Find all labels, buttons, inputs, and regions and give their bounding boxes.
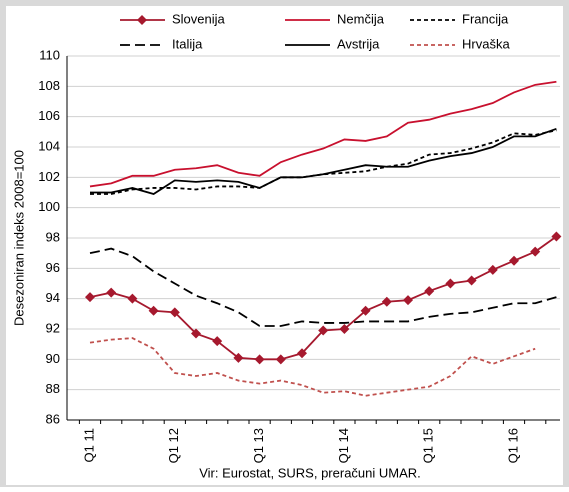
legend-label: Italija	[172, 36, 203, 51]
y-tick-label: 108	[38, 78, 60, 93]
marker	[339, 324, 350, 334]
marker	[85, 292, 95, 303]
y-tick-label: 98	[46, 229, 60, 244]
y-tick-label: 106	[38, 108, 60, 123]
legend-marker	[137, 15, 147, 25]
y-tick-label: 96	[46, 260, 60, 275]
y-tick-label: 86	[46, 411, 60, 426]
marker	[381, 296, 392, 307]
marker	[318, 325, 329, 336]
source: Vir: Eurostat, SURS, preračuni UMAR.	[199, 465, 421, 480]
y-tick-label: 92	[46, 320, 60, 335]
series-line	[90, 127, 557, 195]
x-tick-label: Q1 13	[251, 428, 266, 463]
legend-label: Slovenija	[172, 11, 226, 26]
y-tick-label: 104	[38, 138, 60, 153]
x-tick-label: Q1 12	[166, 428, 181, 463]
x-tick-label: Q1 11	[81, 428, 96, 462]
marker	[360, 305, 371, 316]
legend-label: Francija	[462, 11, 509, 26]
series-line	[89, 247, 557, 327]
marker	[297, 348, 307, 359]
marker	[212, 336, 223, 347]
legend-label: Avstrija	[337, 36, 380, 51]
x-tick-label: Q1 16	[505, 428, 520, 463]
y-tick-label: 102	[38, 169, 60, 184]
marker	[466, 275, 477, 286]
y-tick-label: 100	[38, 199, 60, 214]
y-tick-label: 110	[39, 47, 60, 62]
legend-label: Nemčija	[337, 11, 385, 26]
marker	[487, 264, 498, 275]
marker	[530, 246, 541, 257]
marker	[148, 305, 159, 316]
marker	[403, 295, 413, 306]
marker	[445, 278, 456, 289]
y-tick-label: 94	[46, 290, 60, 305]
marker	[275, 354, 286, 365]
legend-label: Hrvaška	[462, 36, 510, 51]
y-tick-label: 90	[46, 351, 60, 366]
marker	[424, 286, 435, 297]
marker	[233, 352, 244, 363]
y-tick-label: 88	[46, 381, 60, 396]
marker	[509, 255, 519, 266]
x-tick-label: Q1 14	[336, 428, 351, 463]
series-line	[89, 80, 557, 188]
panel	[6, 6, 563, 485]
marker	[254, 354, 265, 365]
marker	[191, 328, 201, 339]
x-tick-label: Q1 15	[421, 428, 436, 463]
series-line	[90, 129, 557, 195]
marker	[169, 307, 180, 318]
y-axis-label: Desezoniran indeks 2008=100	[11, 150, 26, 326]
marker	[127, 293, 138, 304]
marker	[551, 231, 562, 242]
series-line	[89, 337, 536, 397]
marker	[106, 287, 117, 298]
